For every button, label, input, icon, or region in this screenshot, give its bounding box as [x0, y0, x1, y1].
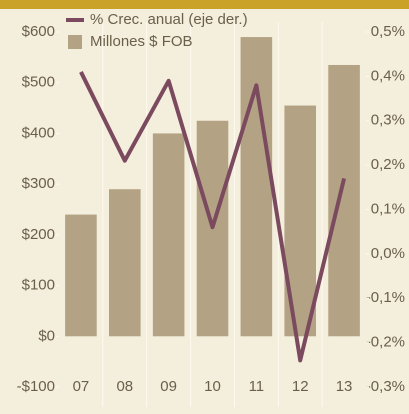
y-tick-label: $500 — [22, 74, 55, 91]
y2-tick-label: 0,3% — [371, 112, 405, 129]
y-tick-label: $300 — [22, 175, 55, 192]
x-tick-label: 13 — [336, 378, 353, 395]
y-tick-label: $0 — [38, 327, 55, 344]
x-tick-label: 09 — [160, 378, 177, 395]
y-tick-label: -$100 — [17, 378, 55, 395]
x-tick-label: 11 — [249, 378, 265, 395]
bar — [328, 64, 360, 337]
y-tick-label: $100 — [22, 277, 55, 294]
y2-tick-label: -0,3% — [366, 378, 405, 395]
legend-label: % Crec. anual (eje der.) — [90, 11, 248, 28]
x-tick-label: 12 — [292, 378, 309, 395]
y2-tick-label: 0,2% — [371, 156, 405, 173]
top-band — [0, 0, 409, 9]
legend-swatch — [68, 35, 82, 49]
legend-label: Millones $ FOB — [90, 33, 193, 50]
y2-tick-label: 0,5% — [371, 23, 405, 40]
y-tick-label: $400 — [22, 124, 55, 141]
y2-tick-label: 0,0% — [371, 245, 405, 262]
y2-tick-label: 0,4% — [371, 67, 405, 84]
y-tick-label: $600 — [22, 23, 55, 40]
bar — [108, 189, 141, 337]
y2-tick-label: -0,1% — [366, 289, 405, 306]
line — [79, 71, 347, 363]
y2-tick-label: 0,1% — [371, 200, 405, 217]
bar — [152, 133, 185, 337]
y-tick-label: $200 — [22, 226, 55, 243]
x-tick-label: 08 — [116, 378, 133, 395]
bar — [240, 37, 273, 337]
x-tick-label: 10 — [204, 378, 221, 395]
x-tick-label: 07 — [73, 378, 90, 395]
bar — [65, 214, 97, 337]
y2-tick-label: -0,2% — [366, 334, 405, 351]
